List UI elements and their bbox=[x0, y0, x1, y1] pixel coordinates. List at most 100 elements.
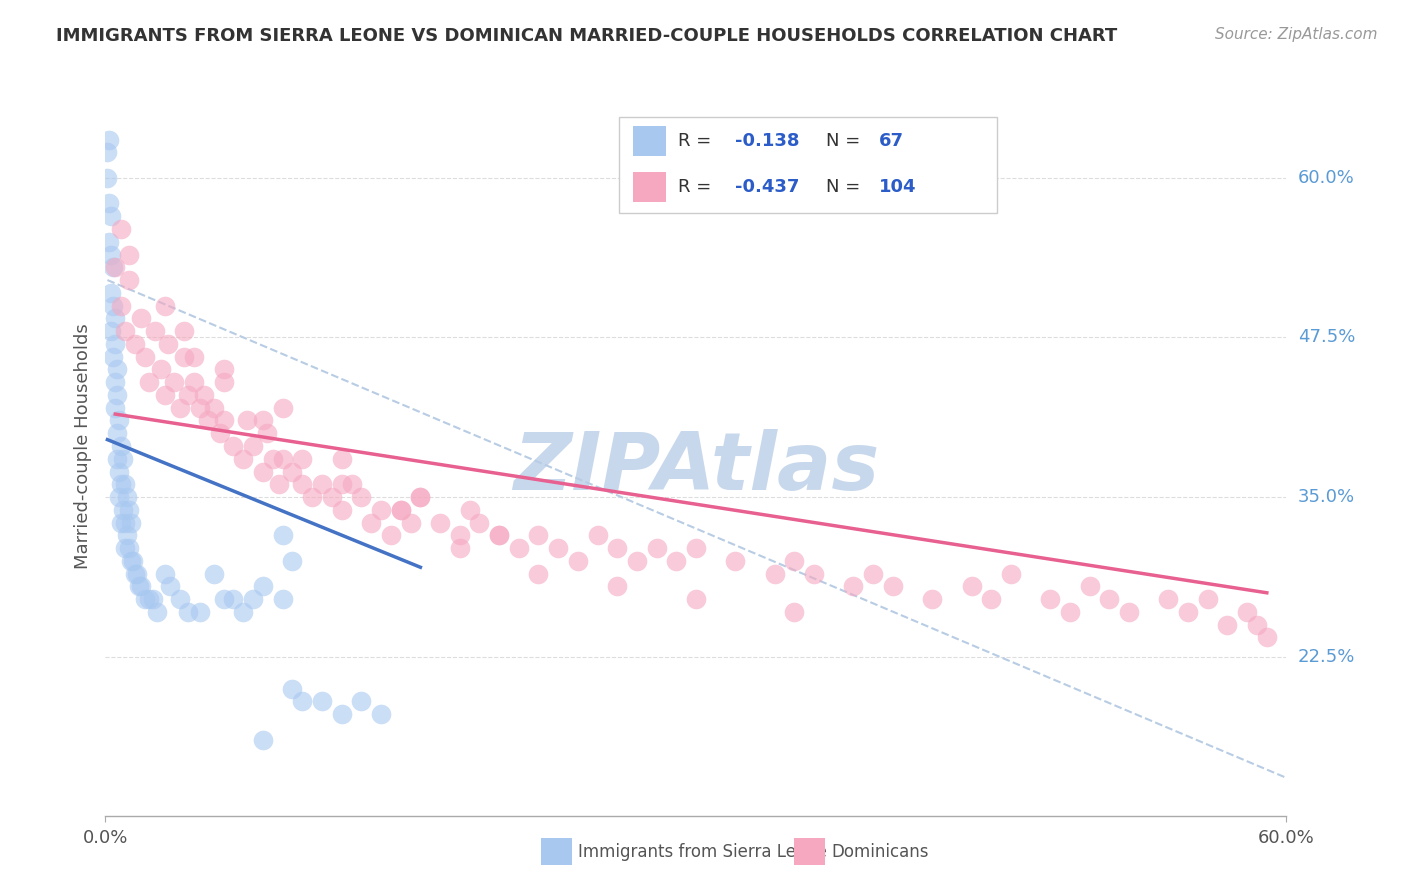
Point bbox=[685, 592, 707, 607]
Point bbox=[108, 413, 131, 427]
Point bbox=[882, 579, 904, 593]
Point bbox=[193, 388, 215, 402]
Point bbox=[138, 375, 160, 389]
Point bbox=[350, 490, 373, 504]
Text: 22.5%: 22.5% bbox=[1298, 648, 1355, 665]
Y-axis label: Married-couple Households: Married-couple Households bbox=[73, 323, 91, 569]
Point bbox=[763, 566, 786, 581]
Text: Dominicans: Dominicans bbox=[831, 843, 928, 861]
Point bbox=[350, 694, 373, 708]
Point bbox=[153, 299, 176, 313]
Point bbox=[685, 541, 707, 555]
Point bbox=[449, 541, 471, 555]
Point bbox=[271, 451, 294, 466]
Point bbox=[134, 592, 156, 607]
Point bbox=[252, 732, 274, 747]
Point bbox=[527, 566, 550, 581]
Point bbox=[399, 516, 422, 530]
Point bbox=[183, 375, 205, 389]
Point bbox=[606, 541, 628, 555]
Point bbox=[118, 273, 141, 287]
Point bbox=[1078, 579, 1101, 593]
Text: R =: R = bbox=[678, 132, 717, 150]
Point bbox=[98, 133, 121, 147]
Point bbox=[105, 388, 128, 402]
Point bbox=[124, 566, 146, 581]
Point bbox=[208, 426, 231, 441]
Point bbox=[103, 260, 125, 275]
Point bbox=[212, 413, 235, 427]
Point bbox=[115, 528, 138, 542]
Point bbox=[291, 694, 314, 708]
Point bbox=[330, 707, 353, 722]
Point bbox=[212, 375, 235, 389]
Point bbox=[104, 337, 127, 351]
Point bbox=[291, 451, 314, 466]
Point bbox=[108, 490, 131, 504]
Point bbox=[1236, 605, 1258, 619]
Point bbox=[409, 490, 432, 504]
Point bbox=[142, 592, 165, 607]
Point bbox=[291, 477, 314, 491]
Point bbox=[960, 579, 983, 593]
Point bbox=[188, 605, 211, 619]
Point bbox=[122, 554, 145, 568]
Point bbox=[110, 222, 132, 236]
Text: Immigrants from Sierra Leone: Immigrants from Sierra Leone bbox=[578, 843, 827, 861]
Point bbox=[586, 528, 609, 542]
Point bbox=[202, 566, 225, 581]
Point bbox=[222, 592, 245, 607]
Point bbox=[118, 541, 141, 555]
Point bbox=[409, 490, 432, 504]
Point bbox=[112, 451, 135, 466]
Point bbox=[100, 247, 122, 261]
Point bbox=[458, 503, 481, 517]
Point bbox=[429, 516, 451, 530]
Point bbox=[252, 413, 274, 427]
Point bbox=[128, 579, 150, 593]
Text: -0.437: -0.437 bbox=[735, 178, 800, 196]
Point bbox=[321, 490, 343, 504]
Point bbox=[110, 299, 132, 313]
Point bbox=[169, 401, 191, 415]
Point bbox=[921, 592, 943, 607]
Point bbox=[842, 579, 865, 593]
Point bbox=[98, 235, 121, 249]
Point bbox=[108, 465, 131, 479]
Point bbox=[567, 554, 589, 568]
Point bbox=[157, 337, 180, 351]
Point bbox=[252, 465, 274, 479]
Point bbox=[271, 528, 294, 542]
Text: 35.0%: 35.0% bbox=[1298, 488, 1355, 506]
Point bbox=[232, 605, 254, 619]
Point bbox=[118, 247, 141, 261]
Point bbox=[1177, 605, 1199, 619]
Point bbox=[449, 528, 471, 542]
Point bbox=[212, 362, 235, 376]
Point bbox=[547, 541, 569, 555]
Point bbox=[665, 554, 688, 568]
FancyBboxPatch shape bbox=[633, 126, 666, 156]
Point bbox=[862, 566, 884, 581]
Point bbox=[380, 528, 402, 542]
Point bbox=[370, 707, 392, 722]
Point bbox=[271, 401, 294, 415]
Point bbox=[212, 592, 235, 607]
Point bbox=[110, 439, 132, 453]
Point bbox=[110, 477, 132, 491]
Point bbox=[606, 579, 628, 593]
Point bbox=[104, 401, 127, 415]
Point bbox=[100, 324, 122, 338]
Point bbox=[183, 350, 205, 364]
FancyBboxPatch shape bbox=[619, 117, 997, 213]
Point bbox=[256, 426, 278, 441]
Point bbox=[169, 592, 191, 607]
Point bbox=[103, 350, 125, 364]
Point bbox=[129, 579, 152, 593]
Point bbox=[783, 554, 806, 568]
Point bbox=[1157, 592, 1180, 607]
Point bbox=[389, 503, 412, 517]
Point bbox=[188, 401, 211, 415]
Point bbox=[1197, 592, 1219, 607]
Point bbox=[330, 503, 353, 517]
